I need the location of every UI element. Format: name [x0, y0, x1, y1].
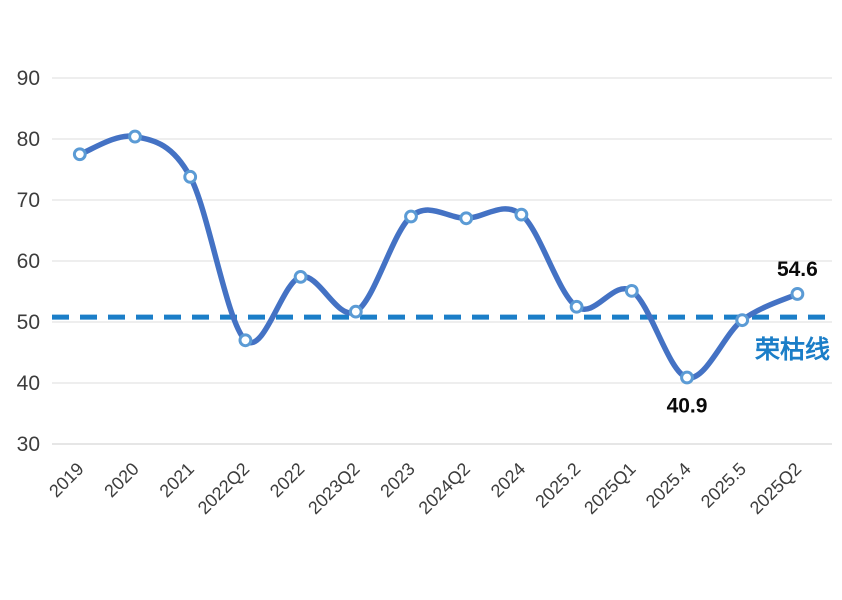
y-axis-tick-label: 40	[17, 372, 40, 395]
data-label: 54.6	[777, 258, 818, 281]
data-point-marker	[514, 207, 529, 222]
data-label: 40.9	[667, 395, 708, 418]
data-point-marker	[72, 147, 87, 162]
x-axis-tick-label: 2023	[376, 459, 418, 501]
data-point-marker	[404, 209, 418, 224]
data-point-marker	[569, 299, 584, 314]
x-axis-tick-label: 2024	[487, 459, 529, 501]
data-point-marker	[680, 370, 694, 385]
y-axis-tick-label: 90	[17, 67, 40, 90]
y-axis-tick-label: 60	[17, 250, 40, 273]
x-axis-tick-label: 2019	[45, 459, 87, 501]
data-point-marker	[459, 211, 474, 226]
x-axis-tick-label: 2025Q1	[580, 459, 639, 518]
x-axis-tick-label: 2025.5	[697, 459, 750, 512]
data-point-marker	[624, 283, 639, 298]
x-axis-tick-label: 2025.2	[531, 459, 584, 512]
data-point-marker	[293, 269, 308, 284]
data-point-marker	[238, 333, 253, 348]
data-point-marker	[183, 169, 198, 184]
x-axis-tick-label: 2025.4	[642, 459, 695, 512]
data-point-marker	[128, 129, 142, 144]
x-axis-tick-label: 2022	[266, 459, 308, 501]
y-axis-tick-label: 80	[17, 128, 40, 151]
x-axis-tick-label: 2022Q2	[194, 459, 253, 518]
series-line	[77, 133, 801, 381]
y-axis-tick-label: 70	[17, 189, 40, 212]
data-point-marker	[790, 287, 805, 301]
data-point-marker	[348, 304, 363, 319]
x-axis-tick-label: 2021	[156, 459, 198, 501]
y-axis-tick-label: 30	[17, 433, 40, 456]
threshold-label: 荣枯线	[755, 335, 830, 364]
x-axis-tick-label: 2025Q2	[746, 459, 805, 518]
x-axis-tick-label: 2023Q2	[304, 459, 363, 518]
x-axis-tick-label: 2020	[100, 459, 142, 501]
data-point-marker	[735, 313, 750, 328]
y-axis-tick-label: 50	[17, 311, 40, 334]
x-axis-tick-label: 2024Q2	[415, 459, 474, 518]
